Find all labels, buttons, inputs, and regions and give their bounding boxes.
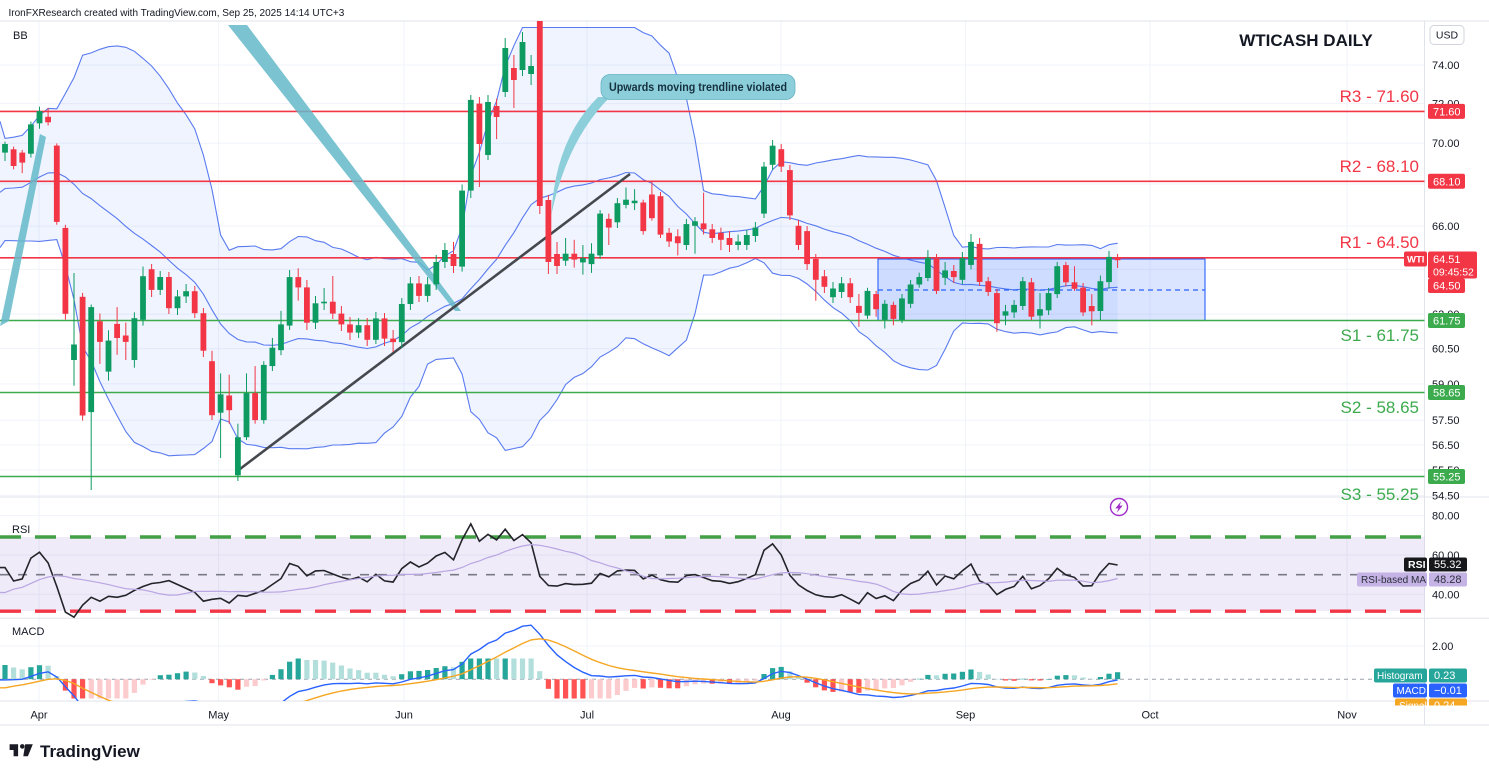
svg-text:IronFXResearch created with Tr: IronFXResearch created with TradingView.… bbox=[9, 8, 345, 19]
svg-text:TradingView: TradingView bbox=[40, 742, 141, 761]
svg-text:54.50: 54.50 bbox=[1432, 491, 1460, 503]
svg-text:48.28: 48.28 bbox=[1434, 574, 1462, 586]
svg-text:09:45:52: 09:45:52 bbox=[1433, 267, 1474, 279]
svg-text:74.00: 74.00 bbox=[1432, 60, 1460, 72]
svg-text:RSI-based MA: RSI-based MA bbox=[1361, 575, 1426, 586]
svg-text:56.50: 56.50 bbox=[1432, 440, 1460, 452]
svg-text:USD: USD bbox=[1436, 30, 1459, 42]
svg-text:S1 - 61.75: S1 - 61.75 bbox=[1341, 326, 1419, 345]
svg-text:57.50: 57.50 bbox=[1432, 415, 1460, 427]
svg-text:Oct: Oct bbox=[1141, 710, 1158, 722]
svg-text:Nov: Nov bbox=[1337, 710, 1357, 722]
svg-text:61.75: 61.75 bbox=[1433, 316, 1461, 328]
svg-text:R3 - 71.60: R3 - 71.60 bbox=[1340, 87, 1419, 106]
svg-text:68.10: 68.10 bbox=[1433, 176, 1461, 188]
svg-text:May: May bbox=[208, 710, 229, 722]
svg-text:BB: BB bbox=[13, 30, 28, 42]
svg-text:WTICASH DAILY: WTICASH DAILY bbox=[1239, 31, 1373, 50]
svg-text:40.00: 40.00 bbox=[1432, 589, 1460, 601]
svg-text:Jul: Jul bbox=[580, 710, 594, 722]
svg-text:Aug: Aug bbox=[771, 710, 791, 722]
svg-text:70.00: 70.00 bbox=[1432, 138, 1460, 150]
svg-text:Apr: Apr bbox=[30, 710, 47, 722]
svg-text:Sep: Sep bbox=[956, 710, 976, 722]
svg-text:S2 - 58.65: S2 - 58.65 bbox=[1341, 398, 1419, 417]
svg-text:64.51: 64.51 bbox=[1433, 254, 1461, 266]
svg-text:60.50: 60.50 bbox=[1432, 344, 1460, 356]
svg-text:WTI: WTI bbox=[1407, 255, 1424, 266]
svg-text:55.32: 55.32 bbox=[1434, 559, 1462, 571]
svg-text:S3 - 55.25: S3 - 55.25 bbox=[1341, 485, 1419, 504]
svg-text:Jun: Jun bbox=[395, 710, 413, 722]
svg-text:64.50: 64.50 bbox=[1433, 281, 1461, 293]
svg-text:2.00: 2.00 bbox=[1432, 641, 1453, 653]
svg-text:Upwards moving trendline viola: Upwards moving trendline violated bbox=[609, 80, 787, 94]
svg-text:MACD: MACD bbox=[12, 626, 44, 638]
svg-text:R2 - 68.10: R2 - 68.10 bbox=[1340, 157, 1419, 176]
svg-text:−0.01: −0.01 bbox=[1434, 685, 1462, 697]
svg-text:RSI: RSI bbox=[12, 524, 30, 536]
svg-text:R1 - 64.50: R1 - 64.50 bbox=[1340, 233, 1419, 252]
svg-text:RSI: RSI bbox=[1408, 559, 1426, 571]
svg-text:58.65: 58.65 bbox=[1433, 388, 1461, 400]
svg-text:0.23: 0.23 bbox=[1434, 670, 1455, 682]
svg-text:Histogram: Histogram bbox=[1377, 671, 1423, 682]
svg-text:71.60: 71.60 bbox=[1433, 106, 1461, 118]
svg-text:66.00: 66.00 bbox=[1432, 221, 1460, 233]
svg-text:80.00: 80.00 bbox=[1432, 511, 1460, 523]
svg-text:MACD: MACD bbox=[1397, 686, 1426, 697]
svg-text:55.25: 55.25 bbox=[1433, 472, 1461, 484]
